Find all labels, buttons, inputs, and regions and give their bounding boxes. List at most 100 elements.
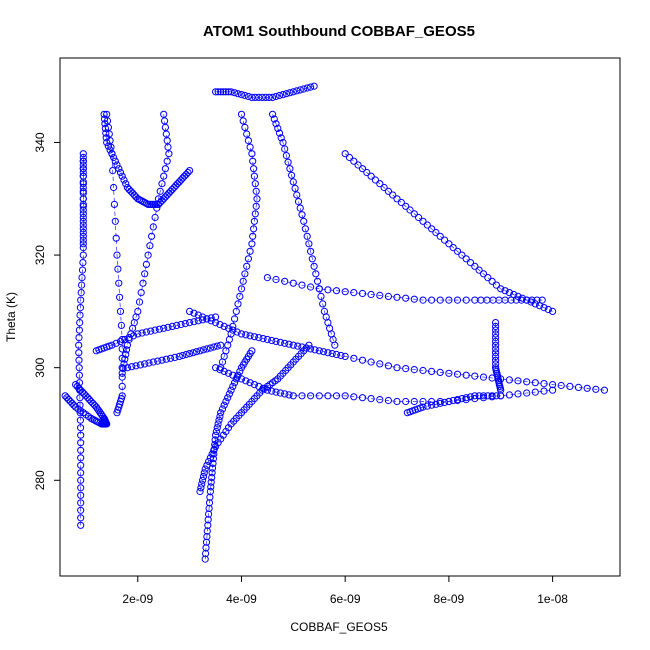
data-point (250, 381, 258, 389)
data-point (236, 292, 244, 300)
data-point (79, 244, 87, 252)
data-point (79, 210, 87, 218)
data-point (76, 319, 84, 327)
y-tick-label: 340 (33, 132, 47, 152)
data-point (384, 362, 392, 370)
data-point (462, 371, 470, 379)
data-point (315, 392, 323, 400)
data-point (246, 247, 254, 255)
data-point (199, 316, 207, 324)
data-point (492, 337, 500, 345)
data-point (523, 378, 531, 386)
data-point (517, 296, 526, 304)
data-point (523, 296, 531, 304)
data-point (298, 343, 306, 351)
data-point (389, 191, 397, 199)
data-point (239, 117, 247, 125)
data-point (149, 223, 157, 231)
data-point (466, 259, 475, 267)
data-point (402, 202, 410, 210)
data-point (301, 225, 309, 233)
data-point (134, 330, 142, 338)
data-point (276, 338, 284, 346)
data-point (286, 89, 294, 97)
data-point (462, 255, 470, 263)
data-point (142, 328, 150, 336)
data-point (186, 307, 194, 315)
data-point (479, 373, 488, 381)
data-point (171, 353, 179, 361)
data-point (237, 91, 246, 99)
data-point (79, 187, 87, 195)
data-point (244, 92, 252, 101)
data-point (194, 317, 202, 325)
data-point (149, 358, 157, 366)
data-point (449, 244, 457, 252)
data-point (196, 487, 204, 496)
data-point (415, 213, 423, 222)
data-point (217, 88, 225, 96)
data-point (528, 296, 536, 304)
data-point (168, 322, 176, 330)
data-point (237, 285, 246, 293)
data-point (161, 165, 169, 173)
data-point (78, 274, 86, 282)
data-point (286, 165, 294, 173)
data-point (104, 123, 113, 132)
data-point (298, 281, 306, 289)
data-point (549, 381, 557, 389)
data-point (160, 324, 168, 332)
data-point (232, 307, 240, 315)
data-point (315, 347, 323, 355)
data-point (253, 195, 261, 203)
data-point (471, 392, 479, 400)
data-point (75, 371, 84, 379)
data-point (186, 350, 194, 358)
data-point (115, 279, 123, 287)
data-point (244, 137, 252, 145)
data-point (79, 251, 87, 259)
data-point (77, 499, 85, 507)
data-point (116, 293, 124, 301)
data-point (512, 296, 520, 304)
data-point (479, 394, 488, 402)
data-point (328, 350, 336, 358)
data-point (208, 464, 217, 472)
data-point (77, 514, 85, 522)
data-point (136, 361, 144, 369)
data-point (315, 285, 323, 293)
data-point (220, 401, 228, 409)
data-point (436, 232, 444, 240)
data-point (423, 221, 431, 229)
data-point (160, 172, 168, 180)
series-line (215, 367, 553, 402)
data-point (272, 388, 280, 396)
data-point (263, 335, 271, 344)
data-point (160, 110, 168, 118)
data-point (137, 289, 145, 297)
series-line (344, 153, 553, 312)
series-line (272, 114, 336, 346)
data-point (281, 145, 289, 153)
data-point (79, 183, 87, 192)
data-point (241, 123, 249, 132)
data-point (281, 277, 289, 285)
data-point (146, 242, 154, 250)
data-point (419, 217, 427, 225)
data-point (337, 351, 345, 360)
data-point (196, 347, 204, 355)
data-point (492, 330, 500, 338)
data-point (219, 88, 227, 96)
data-point (458, 251, 466, 259)
data-point (241, 270, 249, 278)
data-point (313, 277, 322, 285)
data-point (294, 342, 302, 350)
data-point (121, 355, 129, 363)
data-point (72, 381, 80, 389)
data-point (259, 335, 267, 343)
data-point (204, 521, 212, 529)
data-point (350, 354, 358, 362)
data-point (201, 465, 209, 473)
data-point (505, 376, 513, 384)
data-point (233, 328, 241, 336)
